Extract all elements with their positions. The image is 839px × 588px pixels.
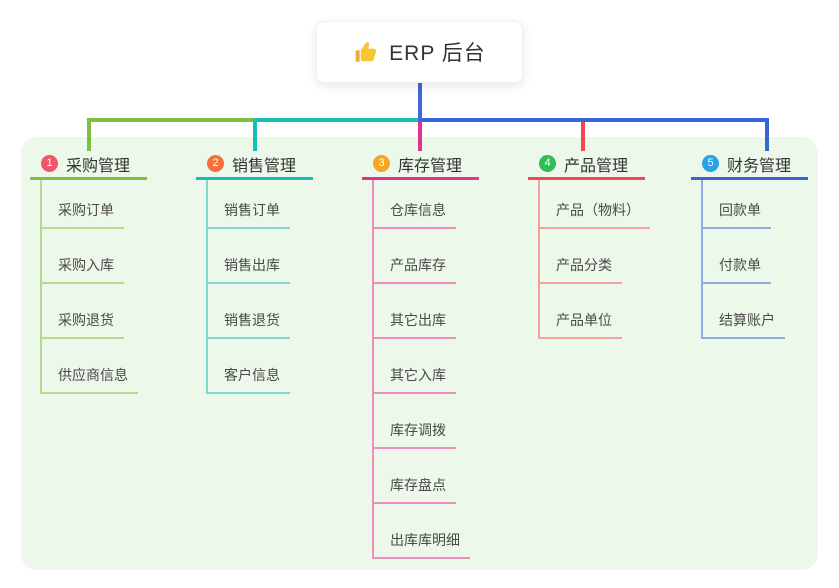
child-node-label: 销售订单 — [208, 200, 290, 229]
child-node-label: 产品（物料） — [540, 200, 650, 229]
branch-children: 销售订单销售出库销售退货客户信息 — [206, 180, 290, 394]
connector-elbow-purchase — [87, 118, 91, 151]
child-node[interactable]: 采购入库 — [42, 229, 138, 284]
branch-number-badge: 1 — [41, 155, 58, 172]
child-node[interactable]: 采购退货 — [42, 284, 138, 339]
child-node[interactable]: 销售出库 — [208, 229, 290, 284]
child-node-label: 采购退货 — [42, 310, 124, 339]
branch-5: 5 财务管理回款单付款单结算账户 — [691, 150, 808, 339]
branch-1: 1 采购管理采购订单采购入库采购退货供应商信息 — [30, 150, 147, 394]
child-node[interactable]: 销售退货 — [208, 284, 290, 339]
child-node-label: 其它入库 — [374, 365, 456, 394]
child-node-label: 产品单位 — [540, 310, 622, 339]
child-node-label: 回款单 — [703, 200, 771, 229]
connector-line-finance — [418, 118, 769, 122]
branch-node-4[interactable]: 4 产品管理 — [528, 150, 645, 180]
branch-title: 财务管理 — [727, 157, 792, 175]
child-node[interactable]: 供应商信息 — [42, 339, 138, 394]
child-node-label: 库存调拨 — [374, 420, 456, 449]
branch-title: 库存管理 — [398, 157, 463, 175]
branch-4: 4 产品管理产品（物料） 产品分类产品单位 — [528, 150, 650, 339]
connector-line-sales — [253, 118, 422, 122]
thumbs-up-icon — [353, 39, 379, 65]
child-node[interactable]: 回款单 — [703, 180, 785, 229]
connector-drop-inventory — [418, 122, 422, 151]
branch-children: 仓库信息产品库存其它出库其它入库库存调拨库存盘点出库库明细 — [372, 180, 470, 559]
branch-3: 3 库存管理仓库信息产品库存其它出库其它入库库存调拨库存盘点出库库明细 — [362, 150, 479, 559]
child-node[interactable]: 结算账户 — [703, 284, 785, 339]
child-node[interactable]: 仓库信息 — [374, 180, 470, 229]
branch-number-badge: 5 — [702, 155, 719, 172]
branch-node-1[interactable]: 1 采购管理 — [30, 150, 147, 180]
child-node-label: 库存盘点 — [374, 475, 456, 504]
connector-line-purchase — [87, 118, 257, 122]
child-node[interactable]: 采购订单 — [42, 180, 138, 229]
child-node[interactable]: 其它出库 — [374, 284, 470, 339]
branch-number-badge: 3 — [373, 155, 390, 172]
connector-root-drop — [418, 81, 422, 122]
child-node[interactable]: 付款单 — [703, 229, 785, 284]
root-node-erp[interactable]: ERP 后台 — [316, 21, 523, 83]
child-node-label: 供应商信息 — [42, 365, 138, 394]
child-node-label: 产品分类 — [540, 255, 622, 284]
root-node-title: ERP 后台 — [389, 42, 486, 65]
branch-title: 采购管理 — [66, 157, 131, 175]
child-node-label: 付款单 — [703, 255, 771, 284]
branch-node-3[interactable]: 3 库存管理 — [362, 150, 479, 180]
child-node[interactable]: 出库库明细 — [374, 504, 470, 559]
child-node-label: 仓库信息 — [374, 200, 456, 229]
child-node[interactable]: 产品库存 — [374, 229, 470, 284]
child-node-label: 销售退货 — [208, 310, 290, 339]
child-node[interactable]: 客户信息 — [208, 339, 290, 394]
branch-children: 采购订单采购入库采购退货供应商信息 — [40, 180, 138, 394]
mindmap-background-panel — [21, 137, 818, 570]
connector-elbow-finance — [765, 118, 769, 151]
child-node[interactable]: 销售订单 — [208, 180, 290, 229]
child-node[interactable]: 其它入库 — [374, 339, 470, 394]
child-node-label: 采购订单 — [42, 200, 124, 229]
child-node[interactable]: 库存盘点 — [374, 449, 470, 504]
branch-children: 回款单付款单结算账户 — [701, 180, 785, 339]
child-node[interactable]: 产品单位 — [540, 284, 650, 339]
branch-title: 产品管理 — [564, 157, 629, 175]
branch-node-2[interactable]: 2 销售管理 — [196, 150, 313, 180]
connector-drop-product — [581, 122, 585, 151]
child-node[interactable]: 产品分类 — [540, 229, 650, 284]
branch-number-badge: 4 — [539, 155, 556, 172]
branch-number-badge: 2 — [207, 155, 224, 172]
child-node-label: 出库库明细 — [374, 530, 470, 559]
child-node-label: 客户信息 — [208, 365, 290, 394]
child-node-label: 结算账户 — [703, 310, 785, 339]
branch-node-5[interactable]: 5 财务管理 — [691, 150, 808, 180]
branch-title: 销售管理 — [232, 157, 297, 175]
child-node[interactable]: 库存调拨 — [374, 394, 470, 449]
child-node-label: 采购入库 — [42, 255, 124, 284]
child-node-label: 其它出库 — [374, 310, 456, 339]
child-node-label: 销售出库 — [208, 255, 290, 284]
branch-children: 产品（物料） 产品分类产品单位 — [538, 180, 650, 339]
branch-2: 2 销售管理销售订单销售出库销售退货客户信息 — [196, 150, 313, 394]
child-node-label: 产品库存 — [374, 255, 456, 284]
connector-elbow-sales — [253, 118, 257, 151]
child-node[interactable]: 产品（物料） — [540, 180, 650, 229]
